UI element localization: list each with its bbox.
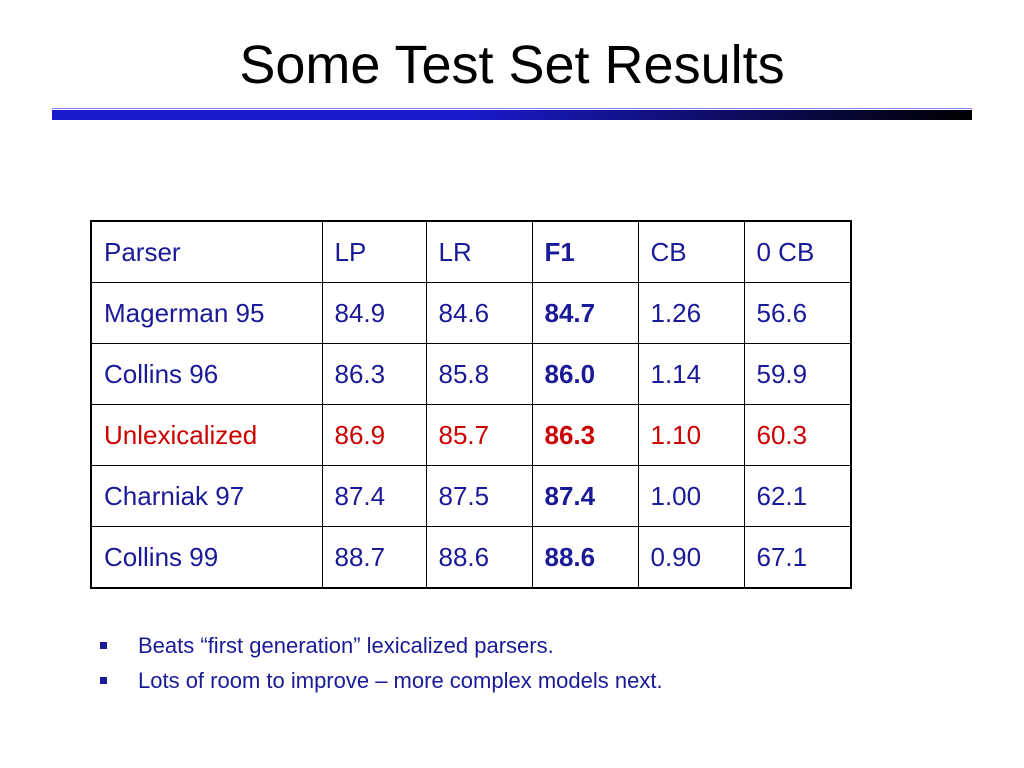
table-cell: 60.3 — [743, 404, 852, 466]
header-cell: Parser — [90, 220, 323, 283]
table-cell: 86.9 — [321, 404, 427, 466]
table-cell: 88.7 — [321, 526, 427, 589]
bullet-list: Beats “first generation” lexicalized par… — [100, 628, 663, 698]
header-cell: CB — [637, 220, 745, 283]
table-cell: Magerman 95 — [90, 282, 323, 344]
table-cell: 87.4 — [321, 465, 427, 527]
header-cell: LR — [425, 220, 533, 283]
table-cell: 84.7 — [531, 282, 639, 344]
table-cell: Collins 99 — [90, 526, 323, 589]
table-cell: 86.0 — [531, 343, 639, 405]
table-cell: 84.6 — [425, 282, 533, 344]
table-row: Collins 96 86.3 85.8 86.0 1.14 59.9 — [90, 343, 852, 405]
table-cell: 85.8 — [425, 343, 533, 405]
title-rule-highlight — [52, 108, 972, 109]
table-cell: Charniak 97 — [90, 465, 323, 527]
table-row: Magerman 95 84.9 84.6 84.7 1.26 56.6 — [90, 282, 852, 344]
table-cell: 56.6 — [743, 282, 852, 344]
table-body: Parser LP LR F1 CB 0 CB Magerman 95 84.9 84.6 84.… — [90, 220, 852, 589]
results-table: Parser LP LR F1 CB 0 CB Magerman 95 84.9 84.6 84.… — [90, 220, 852, 589]
table-cell: 1.14 — [637, 343, 745, 405]
table-cell: 88.6 — [425, 526, 533, 589]
bullet-item: Beats “first generation” lexicalized par… — [100, 628, 663, 663]
table-cell: 0.90 — [637, 526, 745, 589]
slide-title: Some Test Set Results — [239, 35, 785, 95]
table-cell: 88.6 — [531, 526, 639, 589]
table-row: Unlexicalized 86.9 85.7 86.3 1.10 60.3 — [90, 404, 852, 466]
table-cell: 87.4 — [531, 465, 639, 527]
table-cell: Collins 96 — [90, 343, 323, 405]
table-cell: 1.26 — [637, 282, 745, 344]
table-row: Collins 99 88.7 88.6 88.6 0.90 67.1 — [90, 526, 852, 589]
table-cell: 86.3 — [321, 343, 427, 405]
table-row: Charniak 97 87.4 87.5 87.4 1.00 62.1 — [90, 465, 852, 527]
table-cell: 59.9 — [743, 343, 852, 405]
table-cell: 84.9 — [321, 282, 427, 344]
header-row: Parser LP LR F1 CB 0 CB — [90, 220, 852, 283]
title-rule — [52, 110, 972, 120]
table-cell: 86.3 — [531, 404, 639, 466]
header-cell: F1 — [531, 220, 639, 283]
table-cell: 67.1 — [743, 526, 852, 589]
table-cell: 85.7 — [425, 404, 533, 466]
table-cell: 62.1 — [743, 465, 852, 527]
table-cell: 87.5 — [425, 465, 533, 527]
header-cell: 0 CB — [743, 220, 852, 283]
header-cell: LP — [321, 220, 427, 283]
table-cell: 1.00 — [637, 465, 745, 527]
table-cell: Unlexicalized — [90, 404, 323, 466]
table-cell: 1.10 — [637, 404, 745, 466]
bullet-item: Lots of room to improve – more complex m… — [100, 663, 663, 698]
